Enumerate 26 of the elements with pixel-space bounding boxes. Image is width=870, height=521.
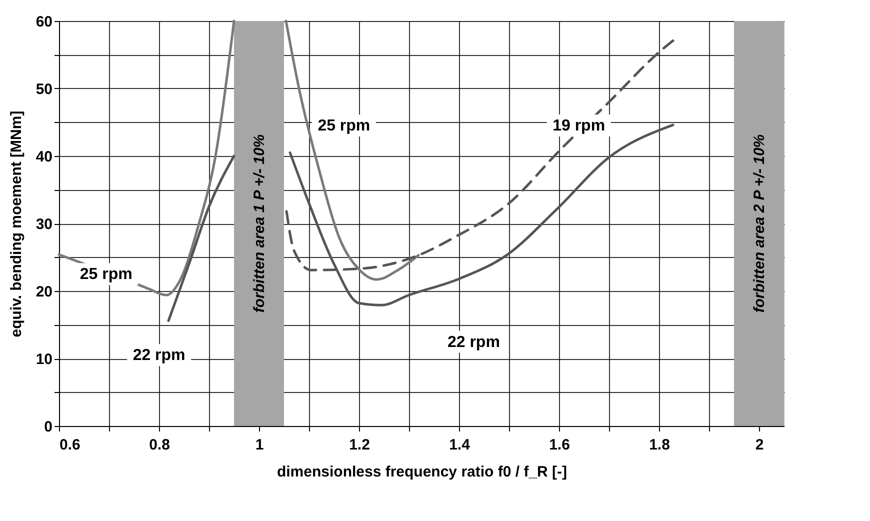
x-tick-label: 2: [755, 436, 764, 454]
x-tick-label: 0.8: [149, 436, 170, 454]
y-tick-label: 60: [36, 14, 52, 30]
x-tick-label: 1.6: [549, 436, 570, 454]
line-series: [167, 154, 236, 322]
y-tick-label: 10: [36, 351, 52, 368]
y-tick-label: 30: [36, 216, 52, 233]
line-series: [284, 20, 420, 281]
y-tick-label: 50: [36, 81, 52, 98]
x-tick-label: 1.8: [649, 436, 670, 454]
x-tick-label: 1.2: [349, 436, 370, 454]
annotation: 25 rpm: [318, 117, 370, 134]
band-label: forbitten area 2 P +/- 10%: [751, 134, 768, 313]
annotation: 19 rpm: [552, 117, 606, 134]
x-tick-label: 1: [255, 436, 264, 454]
x-tick-label: 0.6: [60, 436, 80, 454]
annotation: 22 rpm: [447, 334, 500, 351]
x-axis-title: dimensionless frequency ratio f0 / f_R [-]: [276, 464, 568, 480]
y-tick-label: 40: [36, 148, 52, 166]
x-tick-label: 1.4: [449, 436, 471, 454]
annotation: 25 rpm: [80, 266, 132, 284]
y-tick-label: 20: [36, 284, 52, 300]
y-axis-title: equiv. bending moement [MNm]: [8, 110, 25, 338]
y-tick-label: 0: [44, 418, 52, 436]
band-label: forbitten area 1 P +/- 10%: [251, 134, 268, 313]
annotation: 22 rpm: [132, 347, 186, 364]
